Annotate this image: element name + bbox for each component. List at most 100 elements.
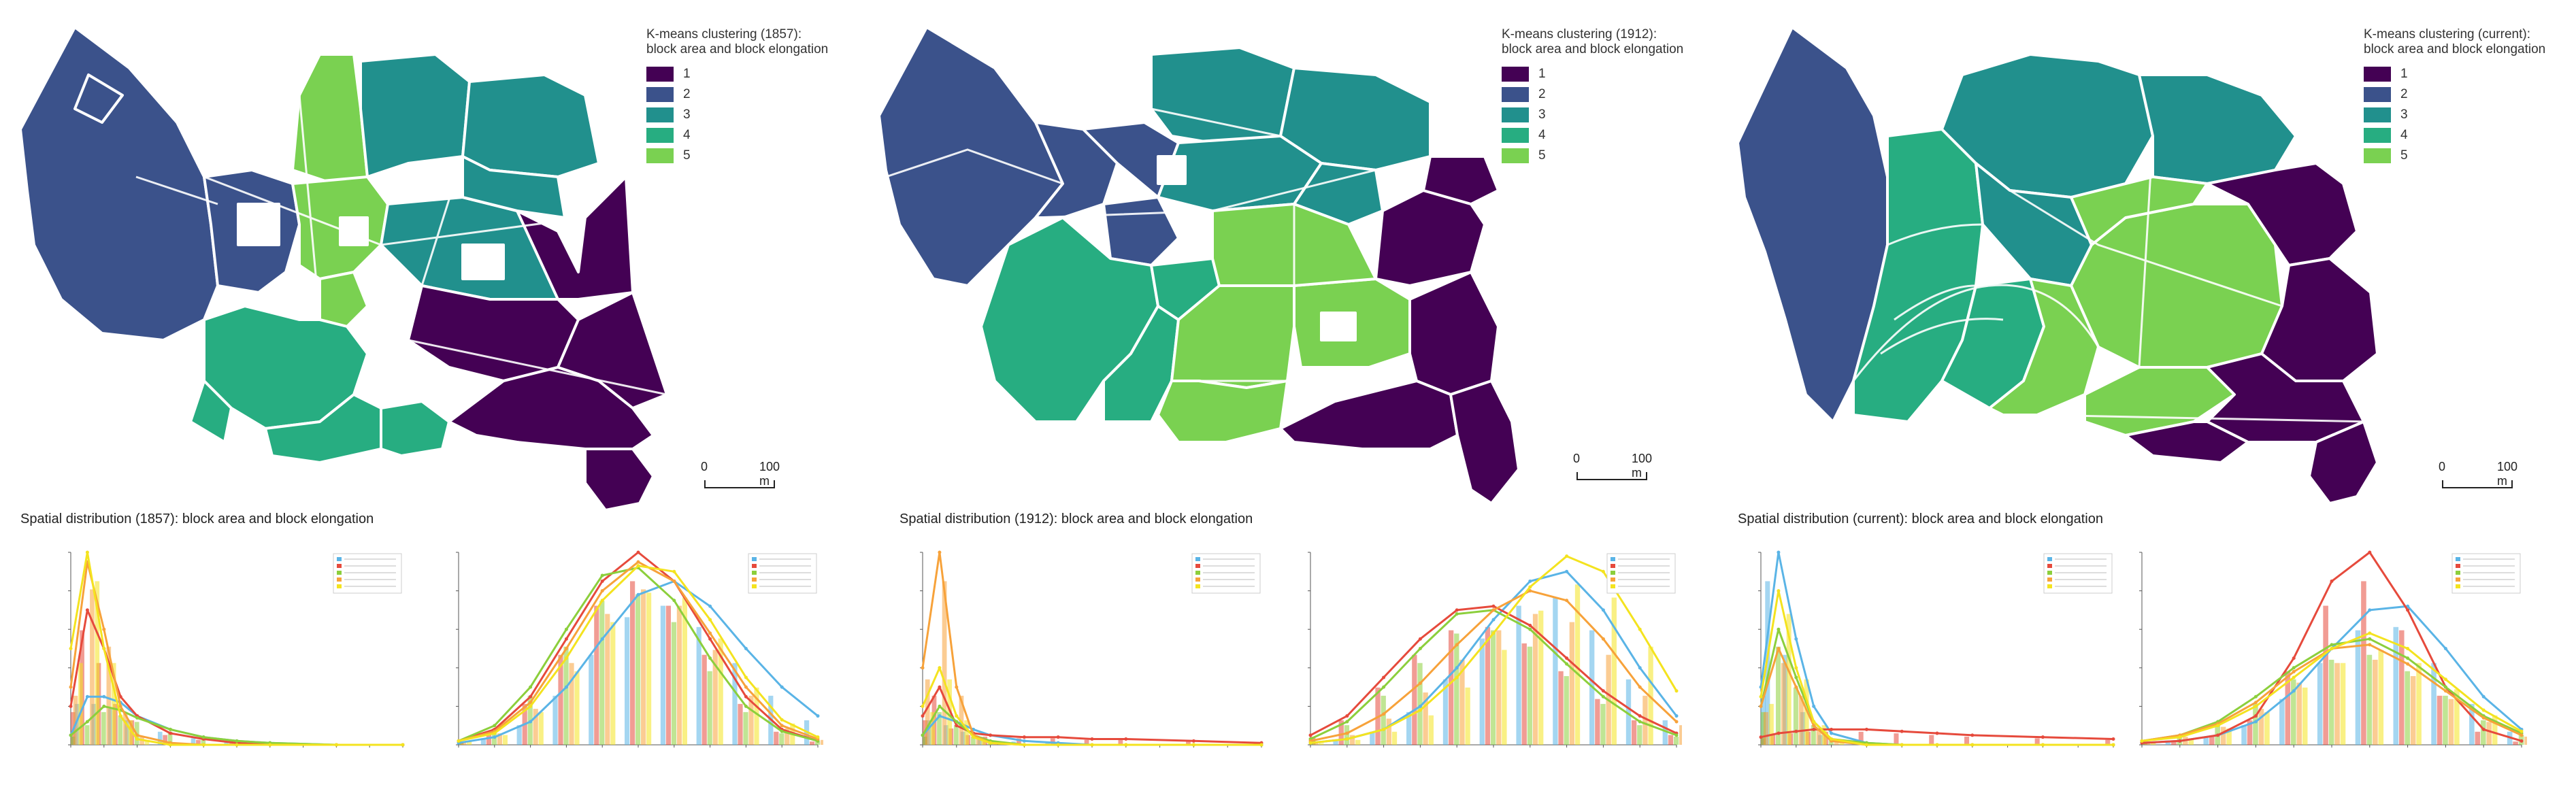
map-block [1374, 189, 1486, 287]
legend-swatch [2364, 67, 2391, 82]
curve-point [2330, 643, 2334, 647]
curve-point [1382, 675, 1386, 680]
legend-label: 1 [1538, 67, 1546, 81]
histogram-bar [2443, 695, 2448, 745]
map-block [2070, 175, 2209, 246]
curve-point [2443, 689, 2447, 693]
histogram-bar [2285, 671, 2291, 745]
histogram-bar [122, 711, 128, 745]
curve-point [135, 716, 139, 720]
curve-point [529, 694, 533, 699]
map-block [189, 380, 233, 443]
curve-point [1022, 735, 1026, 739]
curve-point [2443, 677, 2447, 682]
histogram-bar [815, 741, 821, 745]
curve-point [102, 627, 106, 631]
histogram-bar [461, 741, 467, 745]
histogram-bar [1516, 605, 1521, 745]
legend-swatch [646, 87, 674, 102]
histogram-bar [2220, 726, 2226, 745]
histogram-bar [964, 720, 969, 745]
curve-point [1777, 647, 1781, 650]
curve-point [1601, 689, 1605, 693]
histogram-bar [1496, 630, 1502, 745]
histogram-bar [1521, 643, 1527, 745]
legend-swatch [1502, 128, 1529, 143]
chart-area-1912 [920, 550, 1264, 748]
histogram-bar [707, 671, 712, 745]
histogram-bar [1502, 650, 1507, 745]
histogram-bar [2188, 738, 2194, 745]
chart-legend-key [1195, 577, 1200, 582]
map-1912 [878, 26, 1520, 505]
curve-point [1565, 662, 1569, 666]
histogram-bar [144, 739, 150, 745]
curve-point [268, 743, 272, 747]
curve-point [1565, 656, 1569, 660]
scale-label-end: 100 m [2497, 460, 2518, 488]
histogram-bar [497, 733, 502, 745]
histogram-bar [1673, 736, 1679, 745]
histogram-bar [2378, 650, 2384, 745]
map-block [19, 26, 219, 341]
curve-point [529, 720, 533, 724]
curve-point [955, 685, 959, 689]
histogram-bar [1894, 733, 1899, 745]
histogram-bar [574, 671, 580, 745]
curve-point [600, 573, 604, 577]
curve-point [1777, 627, 1781, 631]
curve-point [938, 704, 942, 708]
histogram-bar [1964, 736, 1970, 745]
legend-item: 1 [2364, 64, 2545, 84]
curve-point [1830, 727, 1834, 731]
histogram-bar [2480, 720, 2486, 745]
histogram-bar [641, 589, 646, 745]
curve-point [1970, 733, 1975, 737]
histogram-bar [1834, 741, 1839, 745]
scale-bar: 0 100 m [701, 460, 780, 492]
legend-label: 4 [1538, 128, 1546, 142]
map-block [291, 53, 369, 185]
curve-point [744, 685, 748, 689]
curve-point [102, 704, 106, 708]
curve-point [816, 714, 820, 718]
histogram-bar [2366, 654, 2373, 745]
curve-point [1794, 675, 1798, 680]
curve-point [168, 743, 172, 747]
curve-point [1124, 743, 1128, 747]
map-open-space [237, 203, 280, 246]
curve-point [1090, 743, 1094, 747]
curve-point [1382, 685, 1386, 689]
histogram-bar [201, 738, 206, 745]
histogram-bar [1386, 718, 1392, 745]
curve-point [955, 714, 959, 718]
curve-point [921, 704, 925, 708]
curve-point [600, 589, 604, 593]
histogram-bar [1625, 679, 1632, 745]
curve-point [1935, 743, 1939, 747]
chart-legend-key [1611, 584, 1615, 588]
map-block [1157, 380, 1289, 443]
curve-point [1056, 735, 1060, 739]
histogram-bar [2296, 682, 2302, 745]
legend-swatch [646, 107, 674, 122]
curve-point [1638, 720, 1642, 724]
curve-point [529, 701, 533, 705]
histogram-bar [959, 695, 964, 745]
histogram-bar [480, 738, 486, 745]
chart-legend-key [2047, 571, 2052, 575]
curve-point [2253, 704, 2258, 708]
chart-elongation-current [2139, 550, 2527, 748]
curve-point [1191, 743, 1195, 747]
histogram-bar [2513, 741, 2518, 745]
chart-legend-key [752, 564, 757, 568]
curve-point [708, 618, 712, 622]
histogram-bar [970, 736, 976, 745]
map-open-space [461, 244, 505, 280]
histogram-bar [930, 711, 936, 745]
curve-point [636, 560, 640, 564]
histogram-bar [2454, 689, 2460, 745]
curve-point [69, 704, 73, 708]
map-block [2124, 420, 2249, 464]
curve-point [600, 579, 604, 583]
